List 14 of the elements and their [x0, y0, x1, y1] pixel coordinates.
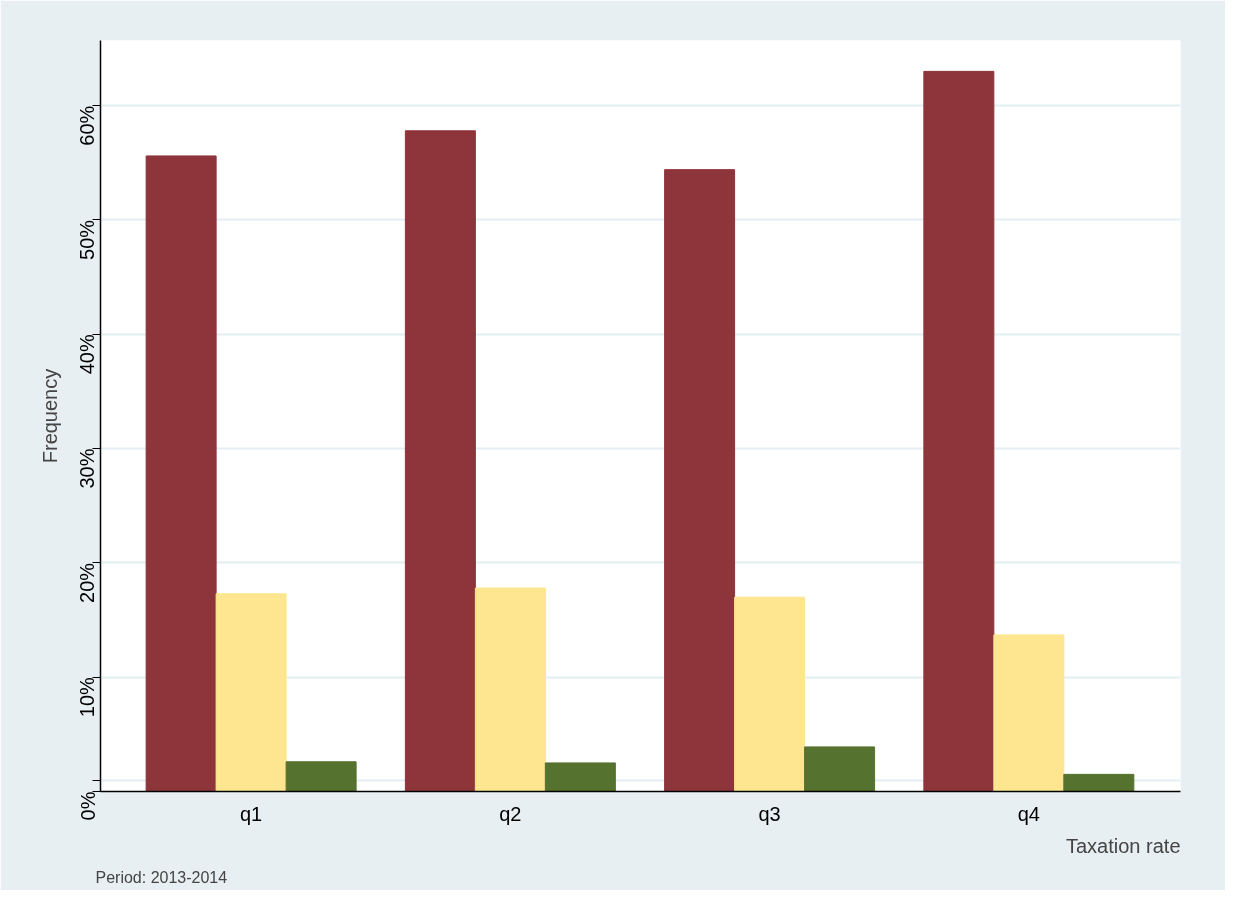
y-tick-label: 60%	[76, 105, 99, 146]
y-axis-title: Frequency	[38, 368, 61, 464]
text: Period: 2013-2014	[95, 868, 228, 886]
x-tick-label: q1	[240, 802, 263, 825]
y-tick-label: 30%	[76, 448, 99, 489]
y-tick-label: 20%	[76, 562, 99, 603]
x-tick-label: q3	[758, 802, 781, 825]
y-tick-label: 0%	[76, 791, 99, 821]
x-axis-title: Taxation rate	[1065, 834, 1181, 857]
x-tick-label: q4	[1017, 802, 1040, 825]
y-tick-label: 10%	[76, 676, 99, 718]
x-tick-label: q2	[499, 802, 522, 825]
y-tick-label: 50%	[76, 219, 99, 260]
y-tick-label: 40%	[76, 334, 99, 375]
